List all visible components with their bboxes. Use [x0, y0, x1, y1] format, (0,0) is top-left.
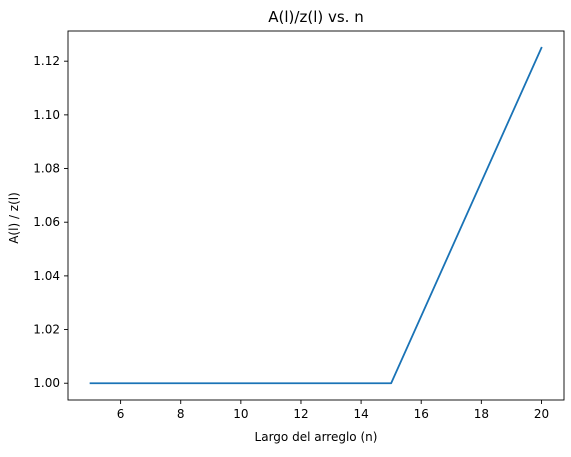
chart-title: A(l)/z(l) vs. n — [268, 8, 363, 26]
x-tick-label: 18 — [474, 407, 489, 421]
y-tick-label: 1.02 — [33, 323, 60, 337]
y-axis-label: A(l) / z(l) — [7, 192, 21, 244]
x-tick-label: 6 — [117, 407, 125, 421]
x-tick-label: 16 — [414, 407, 429, 421]
x-axis-label: Largo del arreglo (n) — [255, 430, 378, 444]
x-tick-label: 14 — [353, 407, 368, 421]
y-axis-ticks: 1.00 1.02 1.04 1.06 1.08 1.10 1.12 — [33, 54, 68, 390]
y-tick-label: 1.08 — [33, 162, 60, 176]
x-tick-label: 10 — [233, 407, 248, 421]
plot-frame — [67, 30, 565, 401]
y-tick-label: 1.04 — [33, 269, 60, 283]
x-tick-label: 12 — [293, 407, 308, 421]
plot-area — [67, 30, 565, 401]
series-group — [89, 46, 543, 385]
y-tick-label: 1.10 — [33, 108, 60, 122]
x-tick-label: 8 — [177, 407, 185, 421]
series-line-1 — [89, 46, 543, 385]
x-axis-ticks: 6 8 10 12 14 16 18 20 — [117, 400, 549, 421]
y-tick-label: 1.00 — [33, 376, 60, 390]
y-tick-label: 1.12 — [33, 54, 60, 68]
x-tick-label: 20 — [534, 407, 549, 421]
y-tick-label: 1.06 — [33, 215, 60, 229]
